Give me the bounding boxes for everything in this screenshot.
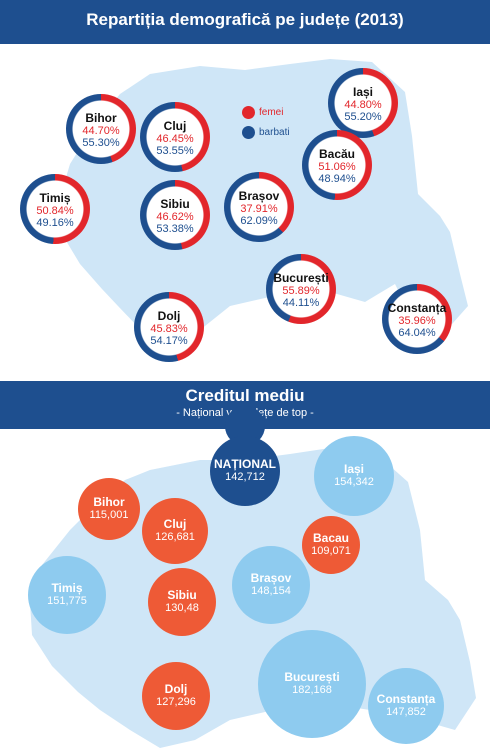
bubble-name: Bihor	[93, 495, 125, 509]
county-female-pct: 55.89%	[282, 285, 320, 297]
credit-bubble-constanta: Constanța 147,852	[368, 668, 444, 744]
bubble-value: 147,852	[386, 706, 426, 718]
county-female-pct: 45.83%	[150, 323, 188, 335]
credit-bubble-cluj: Cluj 126,681	[142, 498, 208, 564]
county-name: Constanța	[387, 301, 447, 315]
bubble-name: Sibiu	[167, 588, 197, 602]
county-ring-bihor: Bihor 44.70% 55.30%	[66, 94, 136, 164]
county-ring-brasov: Brașov 37.91% 62.09%	[224, 172, 294, 242]
bubble-name: Brașov	[250, 571, 292, 585]
credit-bubble-bucuresti: București 182,168	[258, 630, 366, 738]
county-name: Bacău	[318, 147, 356, 161]
county-name: Timiș	[39, 191, 71, 205]
credit-bubble-dolj: Dolj 127,296	[142, 662, 210, 730]
bubble-name: Timiș	[51, 581, 83, 595]
county-female-pct: 35.96%	[398, 315, 436, 327]
county-male-pct: 44.11%	[282, 297, 320, 309]
county-male-pct: 55.30%	[82, 137, 120, 149]
county-ring-cluj: Cluj 46.45% 53.55%	[140, 102, 210, 172]
bubble-value: 109,071	[311, 545, 351, 557]
legend-female-label: femei	[259, 107, 284, 118]
bubble-value: 115,001	[89, 509, 129, 521]
bubble-name: București	[284, 670, 340, 684]
county-male-pct: 64.04%	[398, 327, 436, 339]
county-name: București	[273, 271, 329, 285]
county-name: Cluj	[163, 119, 187, 133]
header-band: Repartiția demografică pe județe (2013)	[0, 0, 490, 44]
county-male-pct: 49.16%	[36, 217, 74, 229]
bubble-value: 154,342	[334, 476, 374, 488]
bubble-value: 130,48	[165, 602, 199, 614]
county-ring-timis: Timiș 50.84% 49.16%	[20, 174, 90, 244]
legend-female: femei	[242, 106, 283, 119]
county-name: Sibiu	[160, 197, 190, 211]
county-male-pct: 62.09%	[240, 215, 278, 227]
bubble-value: 126,681	[155, 531, 195, 543]
credit-bubble-sibiu: Sibiu 130,48	[148, 568, 216, 636]
bubble-name: NAȚIONAL	[214, 457, 276, 471]
county-male-pct: 53.55%	[156, 145, 194, 157]
bubble-name: Cluj	[163, 517, 187, 531]
bubble-value: 148,154	[251, 585, 291, 597]
bubble-value: 142,712	[225, 471, 265, 483]
bubble-name: Constanța	[376, 692, 436, 706]
county-name: Dolj	[157, 309, 181, 323]
county-name: Iași	[352, 85, 373, 99]
legend-male-label: barbati	[259, 127, 290, 138]
county-ring-bucuresti: București 55.89% 44.11%	[266, 254, 336, 324]
county-name: Bihor	[85, 111, 117, 125]
bubble-name: Bacau	[312, 531, 350, 545]
page-title: Repartiția demografică pe județe (2013)	[86, 10, 404, 29]
bubble-value: 182,168	[292, 684, 332, 696]
male-dot-icon	[242, 126, 255, 139]
county-female-pct: 46.45%	[156, 133, 194, 145]
county-ring-constanta: Constanța 35.96% 64.04%	[382, 284, 452, 354]
county-name: Brașov	[238, 189, 280, 203]
county-ring-sibiu: Sibiu 46.62% 53.38%	[140, 180, 210, 250]
county-female-pct: 37.91%	[240, 203, 278, 215]
credit-bubble-bihor: Bihor 115,001	[78, 478, 140, 540]
county-male-pct: 48.94%	[318, 173, 356, 185]
female-dot-icon	[242, 106, 255, 119]
credit-bubble-timis: Timiș 151,775	[28, 556, 106, 634]
county-female-pct: 46.62%	[156, 211, 194, 223]
county-female-pct: 50.84%	[36, 205, 74, 217]
bubble-name: Iași	[343, 462, 364, 476]
bubble-value: 127,296	[156, 696, 196, 708]
legend-male: barbati	[242, 126, 290, 139]
county-male-pct: 53.38%	[156, 223, 194, 235]
county-ring-iasi: Iași 44.80% 55.20%	[328, 68, 398, 138]
credit-bubble-iasi: Iași 154,342	[314, 436, 394, 516]
credit-bubble-bacau: Bacau 109,071	[302, 516, 360, 574]
county-ring-dolj: Dolj 45.83% 54.17%	[134, 292, 204, 362]
county-female-pct: 51.06%	[318, 161, 356, 173]
credit-band: Creditul mediu - Național vs Județe de t…	[0, 381, 490, 429]
bubble-value: 151,775	[47, 595, 87, 607]
county-female-pct: 44.70%	[82, 125, 120, 137]
county-male-pct: 54.17%	[150, 335, 188, 347]
bubble-name: Dolj	[164, 682, 188, 696]
credit-bubble-national: NAȚIONAL 142,712	[210, 436, 280, 506]
county-male-pct: 55.20%	[344, 111, 382, 123]
county-ring-bacau: Bacău 51.06% 48.94%	[302, 130, 372, 200]
credit-bubble-brasov: Brașov 148,154	[232, 546, 310, 624]
county-female-pct: 44.80%	[344, 99, 382, 111]
credit-title: Creditul mediu	[185, 386, 305, 405]
